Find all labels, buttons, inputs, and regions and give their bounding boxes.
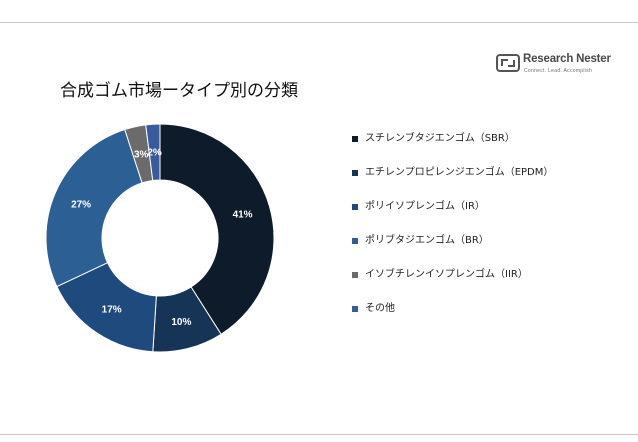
donut-label-sbr: 41% <box>233 210 253 221</box>
legend-swatch-other <box>352 306 358 312</box>
legend-item-sbr: スチレンブタジエンゴム（SBR） <box>352 132 553 166</box>
legend-swatch-br <box>352 238 358 244</box>
legend-label-sbr: スチレンブタジエンゴム（SBR） <box>365 133 515 144</box>
legend-swatch-ir <box>352 204 358 210</box>
donut-label-other: 2% <box>147 148 162 159</box>
donut-label-iir: 3% <box>134 150 149 161</box>
legend-label-other: その他 <box>365 303 395 314</box>
donut-label-br: 27% <box>71 199 91 210</box>
donut-label-epdm: 10% <box>171 317 191 328</box>
legend-swatch-iir <box>352 272 358 278</box>
legend-swatch-sbr <box>352 136 358 142</box>
legend-item-ir: ポリイソプレンゴム（IR） <box>352 200 553 234</box>
legend-item-iir: イソブチレンイソプレンゴム（IIR） <box>352 268 553 302</box>
brand-logo: Research Nester Connect. Lead. Accomplis… <box>496 52 616 78</box>
legend-item-epdm: エチレンプロピレンジエンゴム（EPDM） <box>352 166 553 200</box>
legend-label-epdm: エチレンプロピレンジエンゴム（EPDM） <box>365 167 554 178</box>
research-nester-logo-icon <box>496 54 520 72</box>
donut-label-ir: 17% <box>102 305 122 316</box>
brand-name: Research Nester <box>523 53 611 65</box>
bottom-rule <box>0 434 638 435</box>
donut-slices <box>45 123 275 353</box>
chart-legend: スチレンブタジエンゴム（SBR） エチレンプロピレンジエンゴム（EPDM） ポリイソ… <box>352 132 553 336</box>
chart-title: 合成ゴム市場ータイプ別の分類 <box>60 81 298 101</box>
top-rule <box>0 22 638 23</box>
legend-item-br: ポリブタジエンゴム（BR） <box>352 234 553 268</box>
legend-label-br: ポリブタジエンゴム（BR） <box>365 235 489 246</box>
donut-slice-br <box>45 128 143 288</box>
donut-labels: 41% 10% 17% 27% 3%2% <box>71 148 253 328</box>
donut-chart: 41% 10% 17% 27% 3%2% <box>45 123 275 353</box>
legend-swatch-epdm <box>352 170 358 176</box>
brand-tagline: Connect. Lead. Accomplish <box>524 68 593 74</box>
donut-slice-sbr <box>159 123 275 335</box>
legend-label-iir: イソブチレンイソプレンゴム（IIR） <box>365 269 528 280</box>
legend-item-other: その他 <box>352 302 553 336</box>
donut-slice-other <box>145 123 161 182</box>
legend-label-ir: ポリイソプレンゴム（IR） <box>365 201 485 212</box>
